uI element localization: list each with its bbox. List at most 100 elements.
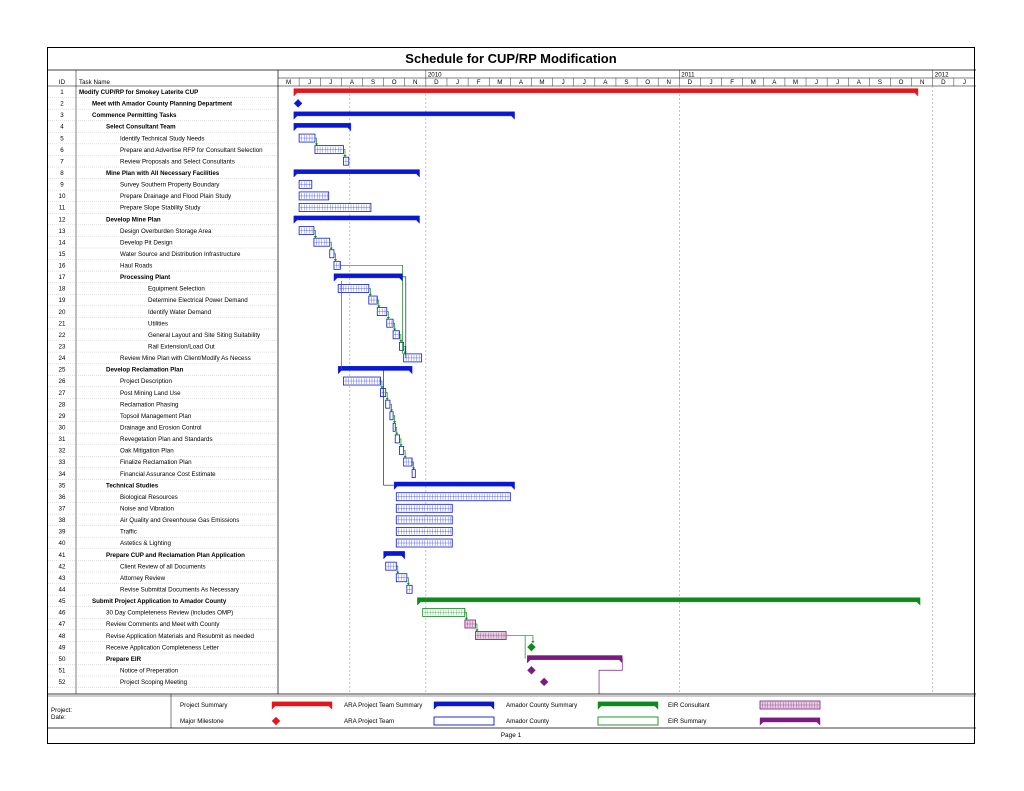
legend-label: Project Summary [180,702,228,709]
county-milestone [527,642,536,652]
ara-task-bar [411,469,416,478]
month-label: J [583,79,586,86]
dependency-link [406,577,409,586]
legend-swatch-amador-county [597,716,659,726]
dependency-arrow [464,617,469,621]
task-id: 29 [59,413,66,420]
task-id: 3 [60,112,64,119]
task-name: Traffic [120,529,137,536]
dependency-arrow [393,421,397,424]
eir-milestone [539,677,549,687]
month-label: A [857,79,862,86]
dependency-arrow [380,386,384,389]
month-label: D [688,79,693,86]
month-label: J [308,79,311,86]
dependency-arrow [403,455,407,459]
task-name: Meet with Amador County Planning Departm… [92,101,232,108]
dependency-link [389,403,392,412]
task-id: 45 [59,598,66,605]
dependency-arrow [395,432,399,435]
task-name: Prepare and Advertise RFP for Consultant… [120,147,263,154]
task-name: Determine Electrical Power Demand [148,297,248,304]
ara-summary-bar [293,169,420,178]
task-id: 13 [59,228,66,235]
task-id: 9 [60,182,64,189]
month-label: A [519,79,524,86]
month-label: J [815,79,818,86]
dependency-link [333,253,336,262]
task-name: Reclamation Phasing [120,401,179,408]
task-name: Design Overburden Storage Area [120,228,212,235]
dependency-link [385,392,388,401]
ara-task-bar [399,341,405,351]
year-label: 2010 [428,72,442,79]
task-name: Noise and Vibration [120,506,174,513]
task-name: Client Review of all Documents [120,563,206,570]
month-label: J [456,79,459,86]
task-name: Develop Mine Plan [106,216,161,223]
task-name: Survey Southern Property Boundary [120,182,220,189]
month-label: F [730,79,734,86]
dependency-arrow [396,571,400,574]
task-id: 39 [59,529,66,536]
month-label: S [878,79,882,86]
task-name: General Layout and Site Siting Suitabili… [148,332,261,339]
task-name: Processing Plant [120,274,170,281]
project-summary-bar [293,88,919,97]
task-name: Review Proposals and Select Consultants [120,158,235,165]
month-label: S [624,79,628,86]
task-name: Air Quality and Greenhouse Gas Emissions [120,517,239,524]
ara-summary-bar [293,111,515,120]
task-name: Review Comments and Meet with County [106,621,220,628]
task-name: Select Consultant Team [106,124,176,131]
task-id: 35 [59,482,66,489]
task-id: 5 [60,135,64,142]
id-column-header: ID [59,79,66,86]
task-id: 23 [59,344,66,351]
ara-summary-bar [393,481,515,490]
month-label: A [772,79,777,86]
task-id: 42 [59,563,66,570]
task-id: 2 [60,101,64,108]
dependency-link [399,334,402,343]
task-name: Financial Assurance Cost Estimate [120,471,216,478]
dependency-arrow [475,629,479,632]
dependency-arrow [313,235,318,239]
month-label: D [941,79,946,86]
ara-summary-bar [293,123,352,132]
ara-task-bar [394,434,400,444]
month-label: O [645,79,650,86]
month-label: J [709,79,712,86]
task-name: Receive Application Completeness Letter [106,644,219,651]
ara-task-bar [389,411,394,421]
project-label: Project: [51,707,72,714]
dependency-link [383,369,397,486]
task-id: 28 [59,401,66,408]
task-name: Drainage and Erosion Control [120,425,202,432]
task-name: Submit Project Application to Amador Cou… [92,598,227,605]
month-label: N [920,79,924,86]
month-label: J [562,79,565,86]
task-name: Develop Reclamation Plan [106,367,184,374]
month-label: D [434,79,439,86]
task-name: 30 Day Completeness Review (includes OMP… [106,610,233,617]
dependency-arrow [399,340,403,343]
dependency-arrow [399,444,403,447]
task-id: 44 [59,586,66,593]
ara-task-bar [385,399,391,409]
dependency-link [329,241,332,250]
task-name: Post Mining Land Use [120,390,181,397]
month-label: O [899,79,904,86]
dependency-link [598,658,623,694]
month-label: M [286,79,291,86]
task-name: Biological Resources [120,494,178,501]
ara-summary-bar [337,366,413,375]
dependency-link [400,276,407,358]
task-name: Review Mine Plan with Client/Modify As N… [120,355,251,362]
task-id: 14 [59,239,66,246]
dependency-arrow [385,397,389,401]
month-label: J [963,79,966,86]
dependency-link [386,311,389,320]
task-name: Technical Studies [106,482,159,489]
task-name: Oak Mitigation Plan [120,448,174,455]
